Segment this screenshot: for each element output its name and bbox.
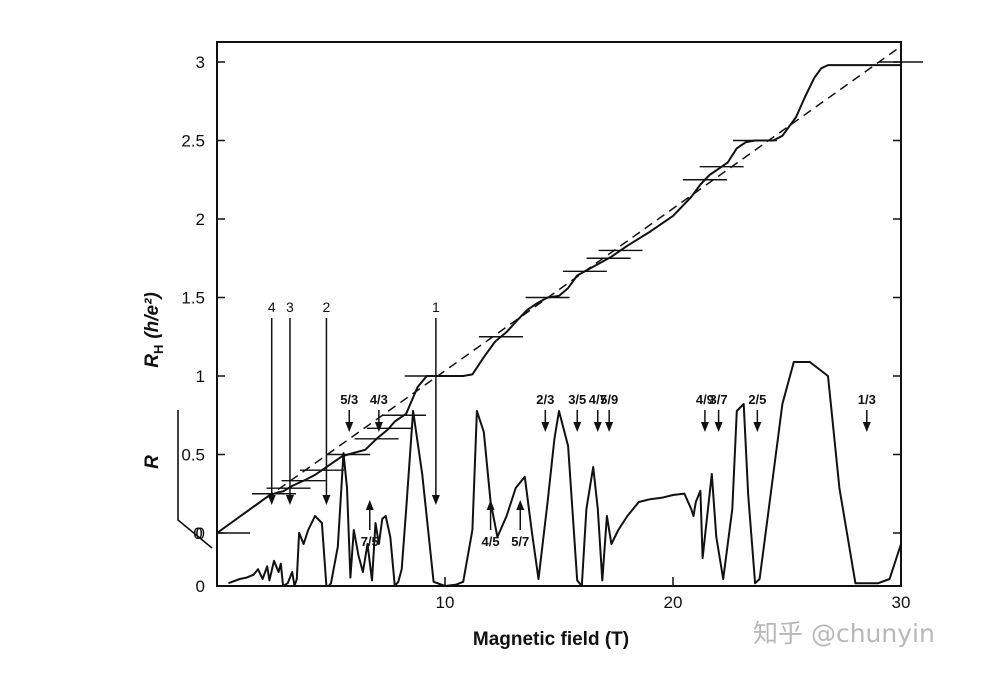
annotation-2: 2 — [322, 299, 331, 505]
y-tick-label: 2.5 — [181, 132, 205, 151]
arrow-label: 4 — [268, 299, 276, 315]
x-axis-title: Magnetic field (T) — [473, 629, 629, 650]
annotation-2-3: 2/3 — [536, 392, 554, 432]
y-tick-label: 0 — [196, 524, 205, 543]
y-tick-label: 1.5 — [181, 289, 205, 308]
annotation-5-3: 5/3 — [340, 392, 358, 432]
arrow-label: 4/7 — [589, 392, 607, 407]
annotation-3-7: 3/7 — [710, 392, 728, 432]
annotation-4: 4 — [267, 299, 276, 505]
arrow-head — [541, 422, 550, 432]
svg-text:RH(h/e²): RH (h/e²) — [142, 292, 166, 368]
arrow-label: 4/5 — [482, 534, 500, 549]
x-tick-label: 30 — [892, 593, 911, 612]
arrow-head — [516, 500, 525, 510]
series-hall-resistance — [216, 64, 901, 534]
arrow-head — [322, 495, 331, 505]
arrow-head — [345, 422, 354, 432]
y-axis-title-main: R — [142, 354, 163, 368]
annotation-5-7: 5/7 — [511, 500, 529, 549]
series-classical-hall-line-dashed — [216, 45, 902, 534]
r-axis-zero-label: 0 — [193, 524, 202, 543]
y-axis-title-unit: (h/e²) — [142, 292, 163, 338]
arrow-head — [593, 422, 602, 432]
annotation-2-5: 2/5 — [748, 392, 766, 432]
r-axis-bracket — [177, 410, 213, 549]
arrow-head — [753, 422, 762, 432]
annotation-arrows: 4 3 2 1 5/3 4/3 7/5 2/3 3/5 4/75/9 4/5 5/7 4/93/7 2/5… — [267, 299, 876, 549]
annotation-7-5: 7/5 — [361, 500, 379, 549]
arrow-head — [374, 422, 383, 432]
plot-frame — [216, 41, 902, 587]
arrow-label: 5/9 — [600, 392, 618, 407]
arrow-head — [285, 495, 294, 505]
arrow-head — [365, 500, 374, 510]
arrow-label: 3/7 — [710, 392, 728, 407]
annotation-4-5: 4/5 — [482, 500, 500, 549]
arrow-label: 5/3 — [340, 392, 358, 407]
arrow-label: 4/3 — [370, 392, 388, 407]
annotation-4-7: 4/7 — [589, 392, 607, 432]
y-tick-label: 0.5 — [181, 446, 205, 465]
arrow-label: 3 — [286, 299, 294, 315]
series-layer — [216, 45, 902, 587]
plateau-marks — [252, 61, 923, 495]
arrow-head — [573, 422, 582, 432]
annotation-4-9: 4/9 — [696, 392, 714, 432]
annotation-3: 3 — [285, 299, 294, 505]
arrow-head — [862, 422, 871, 432]
y-axis-title-r: R — [142, 455, 163, 469]
y-tick-label: 2 — [196, 210, 205, 229]
annotation-1: 1 — [431, 299, 440, 505]
x-tick-label: 20 — [664, 593, 683, 612]
arrow-label: 4/9 — [696, 392, 714, 407]
axis-ticks: 0 0.5 1 1.5 2 2.5 3 10 20 30 0 — [181, 53, 910, 612]
arrow-head — [605, 422, 614, 432]
y-axis-title-hall: RH (h/e²) — [142, 292, 166, 368]
arrow-head — [714, 422, 723, 432]
y-axis-title-sub: H — [151, 345, 166, 354]
series-longitudinal-resistance — [228, 361, 902, 587]
x-tick-label: 10 — [436, 593, 455, 612]
arrow-label: 1/3 — [858, 392, 876, 407]
annotation-5-9: 5/9 — [600, 392, 618, 432]
arrow-label: 2 — [323, 299, 331, 315]
annotation-4-3: 4/3 — [370, 392, 388, 432]
arrow-head — [486, 500, 495, 510]
arrow-head — [267, 495, 276, 505]
annotation-3-5: 3/5 — [568, 392, 586, 432]
arrow-label: 2/3 — [536, 392, 554, 407]
arrow-head — [431, 495, 440, 505]
arrow-label: 1 — [432, 299, 440, 315]
arrow-label: 3/5 — [568, 392, 586, 407]
arrow-head — [700, 422, 709, 432]
arrow-label: 5/7 — [511, 534, 529, 549]
y-tick-label-r-zero: 0 — [196, 577, 205, 596]
watermark-text: 知乎 @chunyin — [753, 619, 935, 648]
arrow-label: 2/5 — [748, 392, 766, 407]
arrow-label: 7/5 — [361, 534, 379, 549]
annotation-1-3: 1/3 — [858, 392, 876, 432]
y-tick-label: 3 — [196, 53, 205, 72]
y-tick-label: 1 — [196, 367, 205, 386]
